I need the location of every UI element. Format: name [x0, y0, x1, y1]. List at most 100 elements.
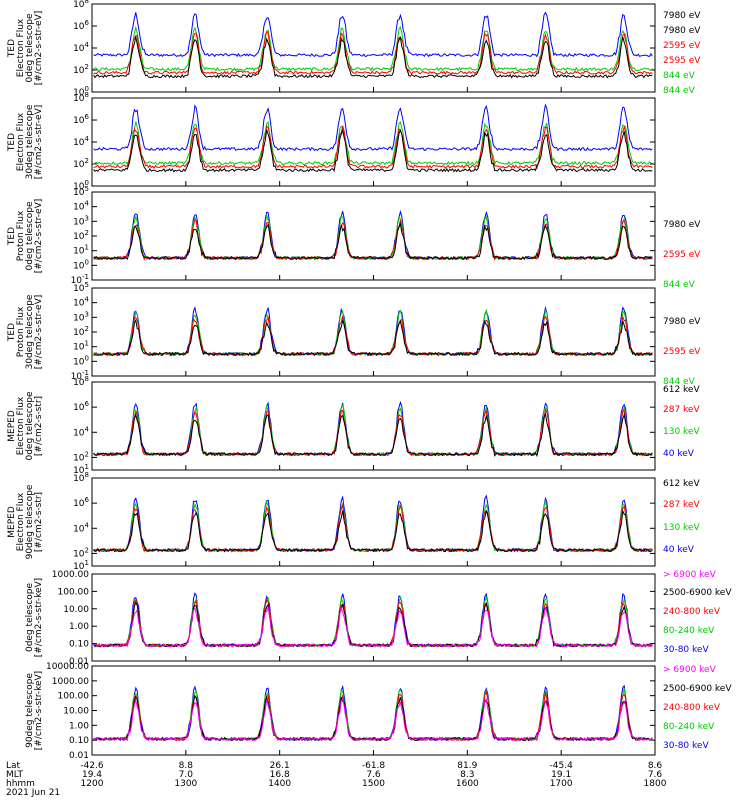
series-trace: [93, 306, 653, 357]
legend-entry: 2595 eV: [663, 56, 701, 66]
y-tick-label: 10.00: [63, 605, 89, 615]
series-trace: [93, 509, 653, 553]
legend-entry: 844 eV: [663, 71, 696, 81]
y-tick-label: 10-1: [71, 273, 89, 286]
panel-frame: [91, 665, 656, 756]
y-tick-label: 0.10: [69, 736, 89, 746]
y-axis-label: 0deg telescope: [25, 201, 35, 271]
series-trace: [93, 690, 653, 742]
legend-entry: > 6900 keV: [663, 570, 717, 580]
y-tick-label: 108: [73, 471, 89, 484]
series-trace: [93, 25, 653, 72]
panel-5: [91, 381, 656, 471]
y-tick-label: 104: [73, 200, 89, 213]
y-tick-label: 106: [73, 113, 89, 126]
y-tick-label: 102: [73, 546, 89, 559]
panel-frame: [91, 97, 656, 187]
y-tick-label: 101: [73, 340, 89, 353]
series-trace: [93, 595, 653, 648]
y-tick-label: 102: [73, 229, 89, 242]
y-tick-label: 10.00: [63, 707, 89, 717]
legend-entry: 189 eV: [663, 0, 696, 3]
series-trace: [93, 11, 653, 58]
y-axis-label: Proton Flux: [16, 210, 26, 261]
y-axis-label: TED: [7, 39, 17, 58]
legend-entry: 844 eV: [663, 280, 696, 290]
x-tick-label: 19.1: [551, 770, 571, 780]
y-axis-label: 0deg telescope: [25, 583, 35, 653]
y-axis-label: 0deg telescope: [25, 391, 35, 461]
y-tick-label: 108: [73, 91, 89, 104]
series-trace: [93, 400, 653, 457]
legend-entry: 130 keV: [663, 427, 700, 437]
x-tick-label: 1500: [362, 779, 385, 789]
y-axis-label: [#/cm2-s-str-eV]: [34, 105, 44, 180]
legend-entry: 7980 eV: [663, 317, 701, 327]
x-tick-label: 8.3: [460, 770, 474, 780]
panel-frame: [91, 573, 656, 662]
panel-6: [91, 477, 656, 567]
x-tick-label: 1400: [268, 779, 291, 789]
legend-entry: 7980 eV: [663, 26, 701, 36]
legend-entry: 2595 eV: [663, 250, 701, 260]
y-tick-label: 105: [73, 185, 89, 198]
y-tick-label: 1.00: [69, 622, 89, 632]
series-trace: [93, 697, 653, 742]
x-tick-label: 26.1: [270, 761, 290, 771]
series-trace: [93, 403, 653, 457]
y-tick-label: 106: [73, 496, 89, 509]
x-tick-label: 7.0: [179, 770, 194, 780]
legend-entry: 189 eV: [663, 0, 696, 3]
legend-entry: 612 keV: [663, 479, 700, 489]
y-tick-label: 100: [73, 258, 89, 271]
x-tick-label: 16.8: [270, 770, 290, 780]
series-trace: [93, 30, 653, 76]
y-tick-label: 105: [73, 281, 89, 294]
legend-entry: 189 eV: [663, 0, 696, 3]
x-tick-label: 1600: [456, 779, 479, 789]
x-tick-label: 81.9: [457, 761, 477, 771]
y-axis-label: Proton Flux: [16, 306, 26, 357]
y-axis-label: 30deg telescope: [25, 104, 35, 179]
y-tick-label: 100.00: [58, 587, 90, 597]
y-tick-label: 106: [73, 400, 89, 413]
legend-entry: 2595 eV: [663, 41, 701, 51]
x-axis-row-label: Lat: [6, 761, 21, 771]
legend-entry: 30-80 keV: [663, 741, 709, 751]
series-trace: [93, 688, 653, 742]
y-axis-label: 90deg telescope: [25, 673, 35, 748]
x-tick-label: -42.6: [80, 761, 104, 771]
y-axis-label: [#/cm2-s-str]: [34, 396, 44, 456]
x-tick-label: 1200: [81, 779, 104, 789]
x-tick-label: 8.6: [648, 761, 663, 771]
x-tick-label: 7.6: [648, 770, 663, 780]
panel-frame: [91, 191, 656, 281]
panel-4: [91, 287, 656, 377]
panel-8: [91, 665, 656, 756]
series-trace: [93, 503, 653, 553]
legend-entry: 40 keV: [663, 545, 695, 555]
y-axis-label: [#/cm2-s-str-keV]: [34, 671, 44, 750]
series-trace: [93, 592, 653, 648]
date-label: 2021 Jun 21: [6, 788, 60, 798]
series-trace: [93, 128, 653, 173]
panel-frame: [91, 477, 656, 567]
series-trace: [93, 315, 653, 357]
panel-frame: [91, 381, 656, 471]
legend-entry: > 6900 keV: [663, 665, 717, 675]
y-tick-label: 10000.00: [46, 662, 89, 672]
legend-entry: 844 eV: [663, 377, 696, 387]
legend-entry: 612 keV: [663, 385, 700, 395]
legend-entry: 240-800 keV: [663, 607, 721, 617]
x-tick-label: 8.8: [179, 761, 194, 771]
y-tick-label: 102: [73, 450, 89, 463]
y-axis-label: 90deg telescope: [25, 484, 35, 559]
x-tick-label: -61.8: [362, 761, 386, 771]
legend-entry: 2500-6900 keV: [663, 588, 732, 598]
panel-frame: [91, 3, 656, 93]
series-trace: [93, 214, 653, 261]
series-trace: [93, 35, 653, 79]
series-trace: [93, 684, 653, 742]
y-axis-label: MEPED: [7, 506, 17, 538]
series-trace: [93, 219, 653, 262]
